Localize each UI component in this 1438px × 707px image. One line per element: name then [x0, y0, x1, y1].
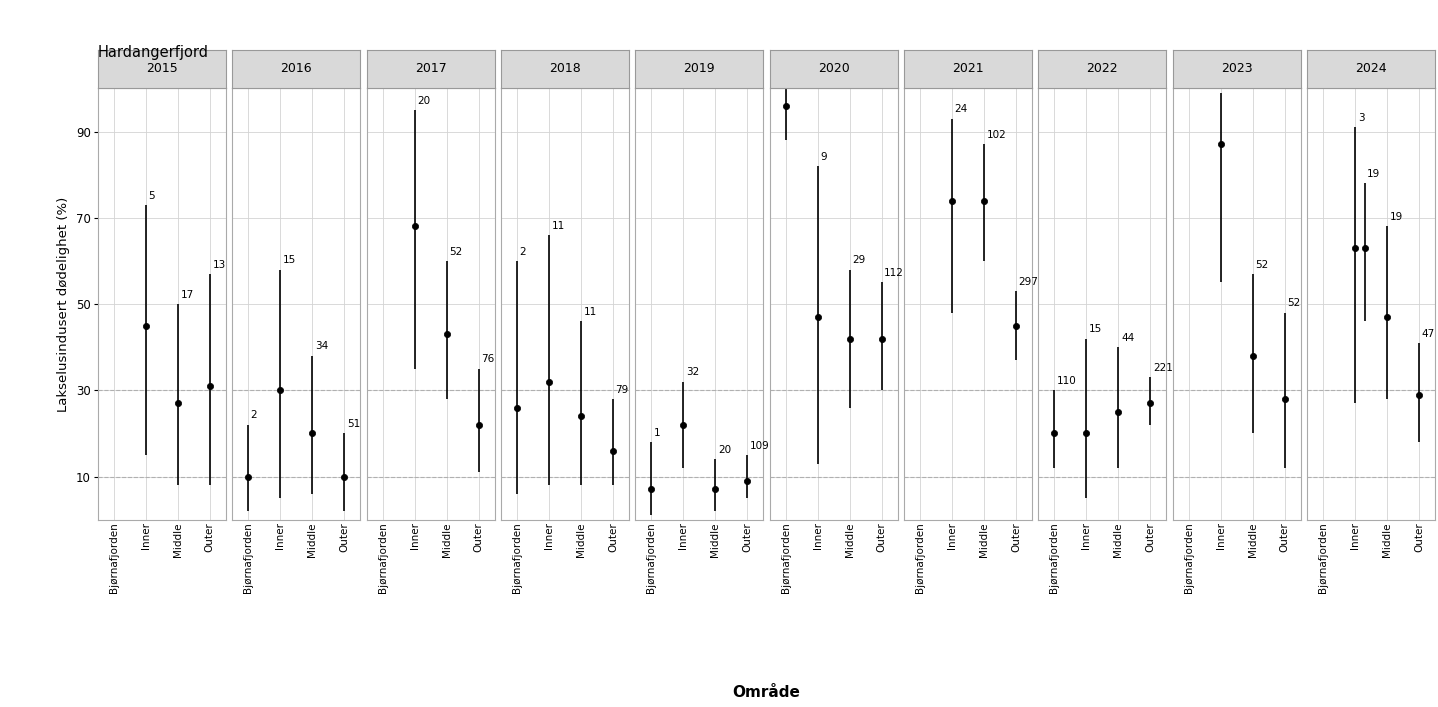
Text: 44: 44	[1122, 333, 1135, 343]
Text: 19: 19	[1368, 169, 1380, 179]
Y-axis label: Lakselusindusert dødelighet (%): Lakselusindusert dødelighet (%)	[58, 197, 70, 411]
Text: 5: 5	[148, 190, 155, 201]
Text: 51: 51	[347, 419, 360, 429]
Text: 79: 79	[615, 385, 628, 395]
Text: 2: 2	[250, 411, 257, 421]
Text: 34: 34	[315, 341, 328, 351]
Text: 102: 102	[986, 130, 1007, 140]
Text: 52: 52	[1287, 298, 1300, 308]
Text: 109: 109	[749, 440, 769, 450]
Text: 1: 1	[654, 428, 660, 438]
Text: Hardangerfjord: Hardangerfjord	[98, 45, 209, 60]
Text: 11: 11	[584, 307, 597, 317]
Text: 52: 52	[449, 247, 463, 257]
Text: 20: 20	[718, 445, 731, 455]
Text: 24: 24	[955, 104, 968, 115]
Text: 15: 15	[1089, 325, 1102, 334]
Text: 110: 110	[1057, 376, 1077, 386]
Text: 17: 17	[180, 290, 194, 300]
Text: 47: 47	[1422, 329, 1435, 339]
Text: 13: 13	[213, 259, 226, 269]
Text: 29: 29	[853, 255, 866, 265]
Text: 11: 11	[551, 221, 565, 230]
Text: 2: 2	[519, 247, 526, 257]
Text: 52: 52	[1255, 259, 1268, 269]
Text: 10: 10	[1224, 78, 1237, 88]
Text: 221: 221	[1153, 363, 1173, 373]
Text: 15: 15	[283, 255, 296, 265]
Text: 3: 3	[1357, 113, 1365, 123]
Text: 32: 32	[686, 368, 699, 378]
Text: 19: 19	[1389, 212, 1403, 222]
Text: Område: Område	[732, 685, 801, 700]
Text: 20: 20	[417, 95, 430, 105]
Text: 76: 76	[482, 354, 495, 364]
Text: 112: 112	[884, 268, 905, 278]
Text: 9: 9	[820, 152, 827, 162]
Text: 297: 297	[1018, 276, 1038, 287]
